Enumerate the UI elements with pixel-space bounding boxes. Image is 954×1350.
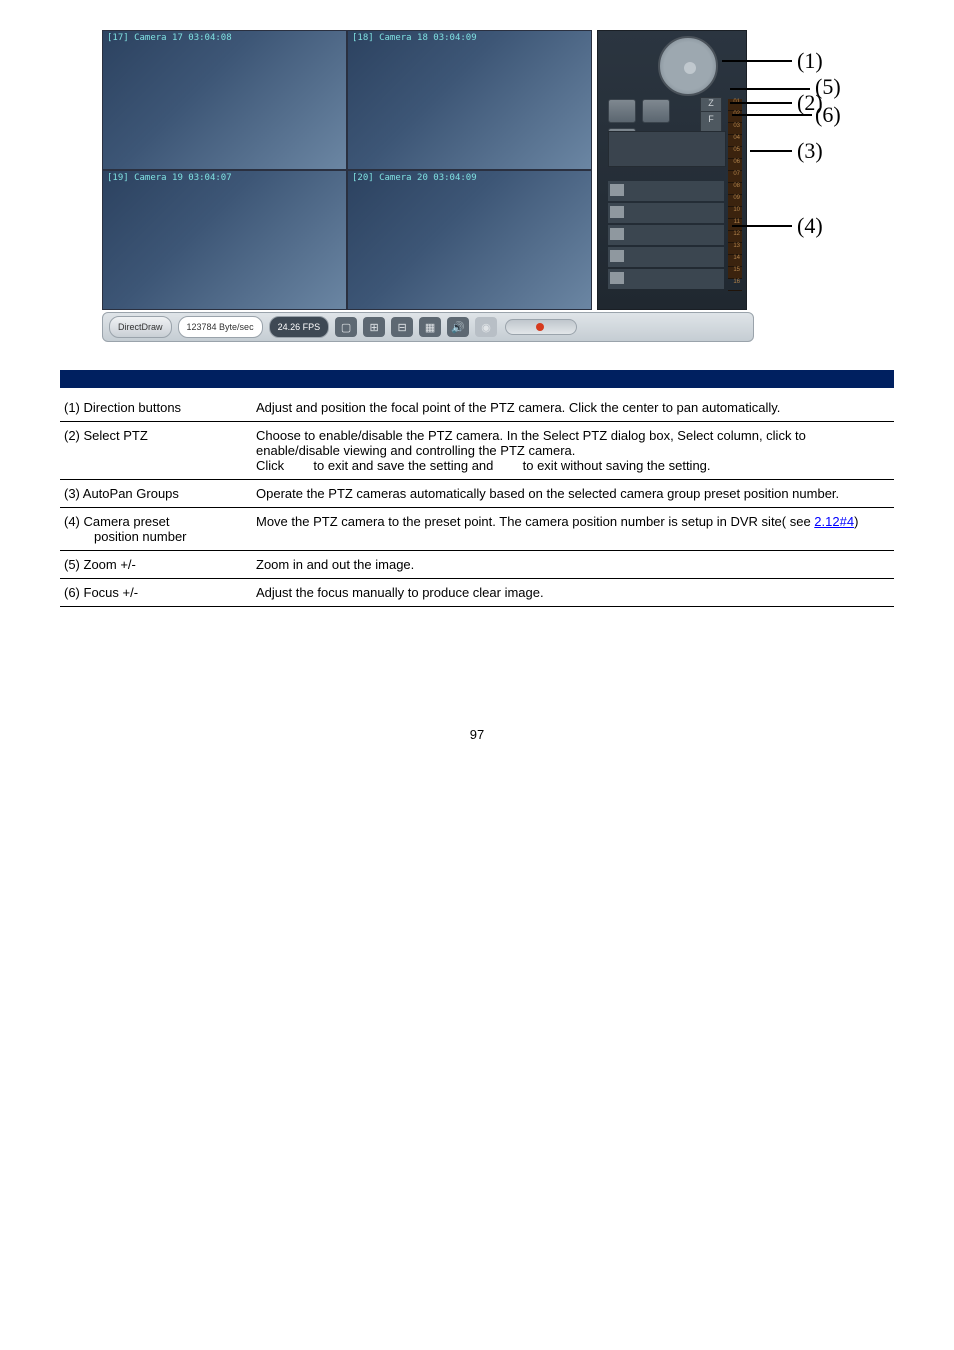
preset-item[interactable]: [608, 181, 724, 201]
status-bar: DirectDraw 123784 Byte/sec 24.26 FPS ▢ ⊞…: [102, 312, 754, 342]
group-cell[interactable]: 09: [728, 195, 742, 207]
table-row: (2) Select PTZ Choose to enable/disable …: [60, 422, 894, 480]
row-desc-sub-suffix: to exit without saving the setting.: [523, 458, 711, 473]
group-cell[interactable]: 12: [728, 231, 742, 243]
callout-label-4: (4): [797, 213, 823, 239]
camera-overlay-label: [17] Camera 17 03:04:08: [107, 33, 232, 43]
ptz-select-button-1[interactable]: [608, 99, 636, 123]
video-cell-20[interactable]: [20] Camera 20 03:04:09: [347, 170, 592, 310]
group-cell[interactable]: 06: [728, 159, 742, 171]
camera-overlay-label: [18] Camera 18 03:04:09: [352, 33, 477, 43]
row-desc-suffix: ): [854, 514, 858, 529]
row-desc-sub-prefix: Click: [256, 458, 284, 473]
row-desc: Adjust the focus manually to produce cle…: [252, 579, 894, 607]
table-row: (1) Direction buttons Adjust and positio…: [60, 394, 894, 422]
layout-9-icon[interactable]: ⊟: [391, 317, 413, 337]
screenshot-figure: [17] Camera 17 03:04:08 [18] Camera 18 0…: [102, 30, 852, 350]
row-desc-main: Choose to enable/disable the PTZ camera.…: [256, 428, 806, 458]
section-divider-bar: [60, 370, 894, 388]
row-desc-prefix: Move the PTZ camera to the preset point.…: [256, 514, 814, 529]
directdraw-button[interactable]: DirectDraw: [109, 316, 172, 338]
zoom-label: Z: [701, 98, 721, 109]
callout-label-1: (1): [797, 48, 823, 74]
row-desc: Operate the PTZ cameras automatically ba…: [252, 480, 894, 508]
page: [17] Camera 17 03:04:08 [18] Camera 18 0…: [0, 0, 954, 772]
preset-item[interactable]: [608, 225, 724, 245]
group-cell[interactable]: 07: [728, 171, 742, 183]
preset-item[interactable]: [608, 269, 724, 289]
callout-line-2: [730, 102, 792, 104]
video-cell-19[interactable]: [19] Camera 19 03:04:07: [102, 170, 347, 310]
callout-label-6: (6): [815, 102, 841, 128]
volume-slider[interactable]: [505, 319, 577, 335]
table-row: (3) AutoPan Groups Operate the PTZ camer…: [60, 480, 894, 508]
row-label: (2) Select PTZ: [60, 422, 252, 480]
preset-item[interactable]: [608, 247, 724, 267]
camera-overlay-label: [19] Camera 19 03:04:07: [107, 173, 232, 183]
camera-overlay-label: [20] Camera 20 03:04:09: [352, 173, 477, 183]
row-desc: Zoom in and out the image.: [252, 551, 894, 579]
speaker-icon[interactable]: 🔊: [447, 317, 469, 337]
group-cell[interactable]: 10: [728, 207, 742, 219]
layout-16-icon[interactable]: ▦: [419, 317, 441, 337]
group-cell[interactable]: 08: [728, 183, 742, 195]
bitrate-display: 123784 Byte/sec: [178, 316, 263, 338]
group-cell[interactable]: 04: [728, 135, 742, 147]
direction-compass[interactable]: [658, 36, 718, 96]
row-label: (1) Direction buttons: [60, 394, 252, 422]
compass-center[interactable]: [684, 62, 696, 74]
camera-preset-column: [608, 181, 724, 301]
group-cell[interactable]: 02: [728, 111, 742, 123]
callout-line-1: [722, 60, 792, 62]
group-cell[interactable]: 14: [728, 255, 742, 267]
group-cell[interactable]: 05: [728, 147, 742, 159]
tv-icon: [610, 250, 624, 262]
focus-label: F: [701, 114, 721, 125]
tv-icon: [610, 184, 624, 196]
tv-icon: [610, 228, 624, 240]
table-row: (5) Zoom +/- Zoom in and out the image.: [60, 551, 894, 579]
video-grid: [17] Camera 17 03:04:08 [18] Camera 18 0…: [102, 30, 592, 310]
page-number: 97: [60, 727, 894, 742]
layout-4-icon[interactable]: ⊞: [363, 317, 385, 337]
table-row: (6) Focus +/- Adjust the focus manually …: [60, 579, 894, 607]
group-cell[interactable]: 16: [728, 279, 742, 291]
row-desc: Move the PTZ camera to the preset point.…: [252, 508, 894, 551]
row-label: (3) AutoPan Groups: [60, 480, 252, 508]
row-desc: Adjust and position the focal point of t…: [252, 394, 894, 422]
autopan-group-bar: 01 02 03 04 05 06 07 08 09 10 11 12 13 1…: [728, 99, 742, 279]
ptz-control-panel: Z F 01 02 03 04 05 06 07 08 09 10 11 12 …: [597, 30, 747, 310]
row-label-line2: position number: [64, 529, 187, 544]
row-label: (5) Zoom +/-: [60, 551, 252, 579]
video-cell-17[interactable]: [17] Camera 17 03:04:08: [102, 30, 347, 170]
layout-1-icon[interactable]: ▢: [335, 317, 357, 337]
tv-icon: [610, 272, 624, 284]
row-label-line1: (4) Camera preset: [64, 514, 169, 529]
callout-label-3: (3): [797, 138, 823, 164]
tv-icon: [610, 206, 624, 218]
row-desc-sub-mid: to exit and save the setting and: [313, 458, 497, 473]
autopan-area[interactable]: [608, 131, 726, 167]
row-desc: Choose to enable/disable the PTZ camera.…: [252, 422, 894, 480]
row-label: (4) Camera preset position number: [60, 508, 252, 551]
ptz-select-button-2[interactable]: [642, 99, 670, 123]
preset-item[interactable]: [608, 203, 724, 223]
callout-label-5: (5): [815, 74, 841, 100]
callout-line-3: [750, 150, 792, 152]
group-cell[interactable]: 03: [728, 123, 742, 135]
group-cell[interactable]: 13: [728, 243, 742, 255]
row-label: (6) Focus +/-: [60, 579, 252, 607]
fps-display: 24.26 FPS: [269, 316, 330, 338]
group-cell[interactable]: 15: [728, 267, 742, 279]
video-cell-18[interactable]: [18] Camera 18 03:04:09: [347, 30, 592, 170]
select-ptz-row: [608, 99, 698, 125]
callout-line-4: [732, 225, 792, 227]
group-cell[interactable]: 01: [728, 99, 742, 111]
table-row: (4) Camera preset position number Move t…: [60, 508, 894, 551]
description-table: (1) Direction buttons Adjust and positio…: [60, 394, 894, 607]
see-link[interactable]: 2.12#4: [814, 514, 854, 529]
disc-icon[interactable]: ◉: [475, 317, 497, 337]
zoom-focus-box[interactable]: Z F: [700, 97, 722, 133]
